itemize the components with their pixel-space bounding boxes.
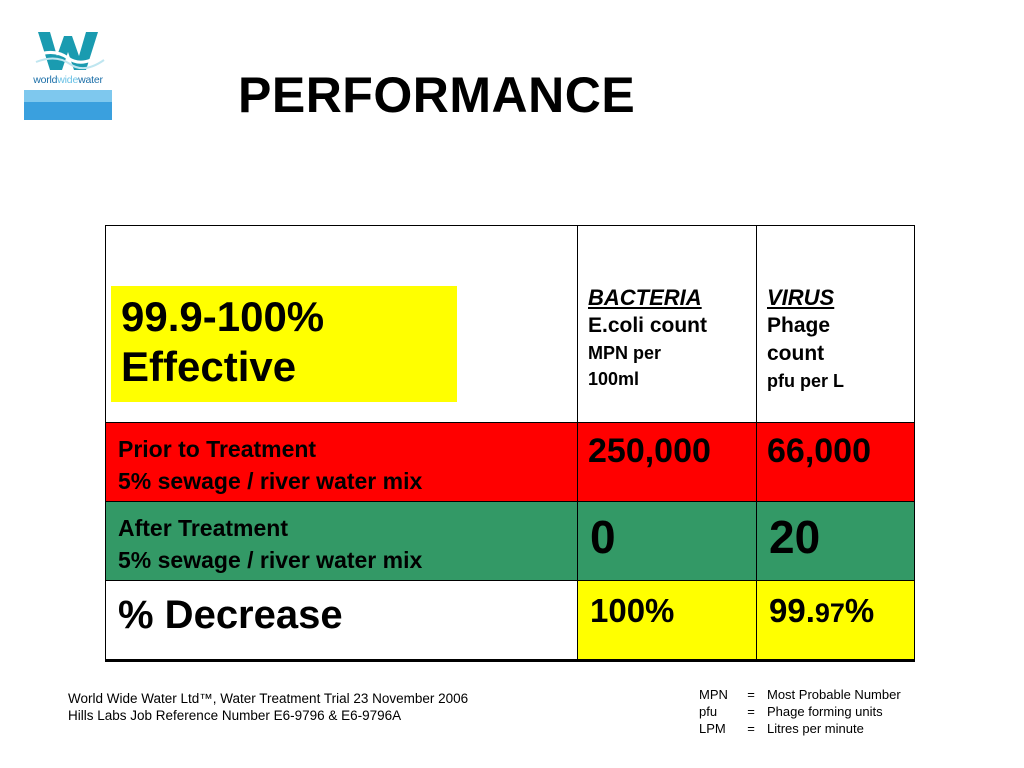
legend-equals: = — [747, 704, 755, 719]
decrease-label-cell: % Decrease — [105, 580, 578, 662]
table-row-after: After Treatment 5% sewage / river water … — [105, 501, 915, 581]
bacteria-header-cell: BACTERIA E.coli count MPN per 100ml — [577, 225, 757, 423]
legend-row: LPM = Litres per minute — [699, 720, 901, 737]
decrease-bacteria-value: 100% — [590, 592, 675, 629]
world-wide-water-logo: worldwidewater — [24, 26, 112, 120]
decrease-label: % Decrease — [118, 593, 343, 637]
decrease-virus-cell: 99.97% — [756, 580, 915, 662]
prior-virus-value: 66,000 — [767, 432, 871, 470]
footer-note: World Wide Water Ltd™, Water Treatment T… — [68, 690, 468, 724]
logo-wordmark: worldwidewater — [33, 74, 103, 86]
prior-bacteria-value: 250,000 — [588, 432, 711, 470]
prior-bacteria-cell: 250,000 — [577, 422, 757, 502]
table-header-row: 99.9-100% Effective BACTERIA E.coli coun… — [105, 225, 915, 423]
logo-graphic — [24, 32, 112, 120]
performance-table: 99.9-100% Effective BACTERIA E.coli coun… — [105, 225, 915, 662]
prior-label-cell: Prior to Treatment 5% sewage / river wat… — [105, 422, 578, 502]
legend-abbr: pfu — [699, 704, 718, 719]
effectiveness-callout: 99.9-100% Effective — [111, 286, 457, 402]
bacteria-category: BACTERIA — [588, 285, 702, 310]
after-bacteria-cell: 0 — [577, 501, 757, 581]
legend-row: MPN = Most Probable Number — [699, 686, 901, 703]
after-label-cell: After Treatment 5% sewage / river water … — [105, 501, 578, 581]
virus-category: VIRUS — [767, 285, 835, 310]
abbreviation-legend: MPN = Most Probable Number pfu = Phage f… — [699, 686, 901, 737]
footer-line-reference: Hills Labs Job Reference Number E6-9796 … — [68, 708, 402, 723]
virus-measure-line1: Phage — [767, 314, 831, 337]
prior-label: Prior to Treatment — [118, 436, 317, 462]
legend-description: Phage forming units — [767, 704, 883, 719]
legend-description: Litres per minute — [767, 721, 864, 736]
prior-virus-cell: 66,000 — [756, 422, 915, 502]
effectiveness-word: Effective — [121, 343, 297, 390]
legend-description: Most Probable Number — [767, 687, 901, 702]
legend-abbr: LPM — [699, 721, 726, 736]
virus-unit: pfu per L — [767, 371, 844, 391]
bacteria-measure: E.coli count — [588, 314, 708, 337]
legend-row: pfu = Phage forming units — [699, 703, 901, 720]
after-label: After Treatment — [118, 515, 288, 541]
prior-mix: 5% sewage / river water mix — [118, 468, 423, 494]
decrease-virus-value: 99.97% — [769, 592, 875, 629]
legend-equals: = — [747, 687, 755, 702]
after-virus-value: 20 — [769, 511, 821, 563]
virus-header-cell: VIRUS Phage count pfu per L — [756, 225, 915, 423]
decrease-bacteria-cell: 100% — [577, 580, 757, 662]
page-title: PERFORMANCE — [238, 67, 636, 123]
legend-abbr: MPN — [699, 687, 728, 702]
header-label-cell: 99.9-100% Effective — [105, 225, 578, 423]
bacteria-unit-line2: 100ml — [588, 369, 640, 389]
after-mix: 5% sewage / river water mix — [118, 547, 423, 573]
legend-equals: = — [747, 721, 755, 736]
footer-line-trial: World Wide Water Ltd™, Water Treatment T… — [68, 691, 469, 706]
bacteria-unit-line1: MPN per — [588, 343, 662, 363]
effectiveness-percent: 99.9-100% — [121, 293, 325, 340]
after-virus-cell: 20 — [756, 501, 915, 581]
virus-measure-line2: count — [767, 342, 825, 365]
after-bacteria-value: 0 — [590, 511, 616, 563]
table-row-prior: Prior to Treatment 5% sewage / river wat… — [105, 422, 915, 502]
table-row-decrease: % Decrease 100% 99.97% — [105, 580, 915, 662]
